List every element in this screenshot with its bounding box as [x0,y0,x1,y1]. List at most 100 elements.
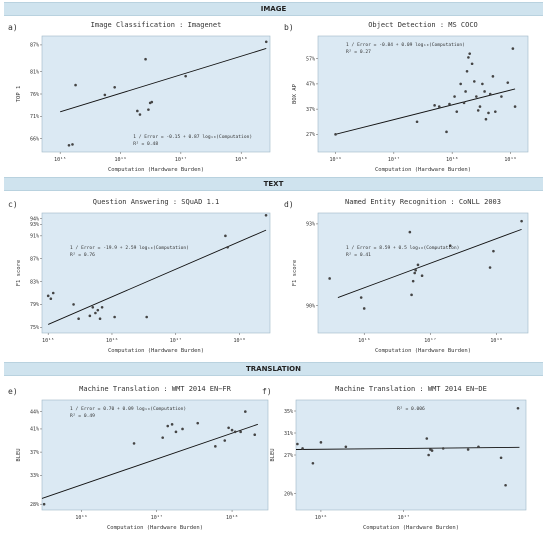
x-axis-label: Computation (Hardware Burden) [107,525,203,531]
data-point [437,105,441,108]
y-tick-label: 79% [30,302,39,308]
y-tick-label: 94% [30,217,39,223]
y-tick-label: 87% [30,43,39,49]
data-point [244,410,247,413]
data-point [448,102,451,106]
data-point [94,311,97,315]
x-axis-label: Computation (Hardware Burden) [375,348,471,354]
x-tick-label: 10¹⁷ [424,338,436,344]
data-point [91,305,95,309]
y-tick-label: 87% [30,257,39,263]
y-tick-label: 31% [284,431,293,437]
x-tick-label: 10¹⁸ [446,157,458,163]
x-tick-label: 10¹⁷ [388,157,400,163]
section-banner-translation: TRANSLATION [4,362,543,376]
data-point [74,83,77,87]
data-point [481,82,484,86]
x-axis-label: Computation (Hardware Burden) [108,348,204,354]
data-point [224,234,227,238]
y-tick-label: 37% [30,450,39,456]
data-point [67,144,71,147]
data-point [319,441,323,444]
y-tick-label: 33% [30,473,39,479]
data-point [430,449,434,452]
x-tick-label: 10¹⁵ [42,338,54,344]
x-tick-label: 10¹⁷ [175,157,187,163]
y-tick-label: 93% [306,222,315,228]
y-tick-label: 66% [30,136,39,142]
data-point [441,447,445,450]
chart-title: Machine Translation : WMT 2014 EN−FR [79,385,232,393]
data-point [494,110,497,113]
x-tick-label: 10¹⁷ [151,515,163,521]
data-point [328,277,331,280]
chart-title: Object Detection : MS COCO [368,21,478,29]
y-axis-label: F1 score [292,260,298,287]
data-point [77,317,80,321]
data-point [453,95,456,98]
fit-annotation: R² = 0.76 [70,252,95,258]
data-point [464,90,467,93]
data-point [504,483,507,487]
data-point [239,430,242,434]
data-point [487,111,490,115]
data-point [96,308,100,312]
data-point [491,75,495,78]
data-point [483,90,486,93]
y-tick-label: 41% [30,427,39,433]
y-tick-label: 44% [30,409,39,415]
y-tick-label: 71% [30,114,39,120]
data-point [184,74,187,78]
chart-title: Image Classification : Imagenet [91,21,222,29]
data-point [448,244,452,248]
y-tick-label: 83% [30,279,39,285]
data-point [408,230,412,234]
regression-line [337,228,522,298]
fit-annotation: R² = 0.006 [397,406,425,412]
plot-area [41,212,271,334]
data-point [414,268,417,272]
x-axis-label: Computation (Hardware Burden) [108,167,204,173]
data-point [150,100,154,104]
data-point [132,442,136,445]
fit-annotation: 1 / Error = -0.84 + 0.09 log₁₀(Computati… [346,42,465,48]
x-tick-label: 10¹⁸ [235,157,247,163]
y-tick-label: 93% [30,222,39,228]
y-tick-label: 91% [30,234,39,240]
data-point [100,305,104,309]
x-axis-label: Computation (Hardware Burden) [363,525,459,531]
data-point [98,317,102,321]
data-point [420,274,424,278]
y-axis-label: F1 score [16,260,22,287]
data-point [311,461,315,465]
data-point [344,445,348,449]
data-point [147,108,150,111]
y-tick-label: 20% [284,491,293,497]
x-tick-label: 10¹⁶ [358,338,370,344]
section-label: TRANSLATION [245,365,301,373]
fit-annotation: 1 / Error = -0.15 + 0.87 log₁₀(Computati… [133,134,252,140]
y-tick-label: 37% [306,107,315,113]
y-tick-label: 90% [306,304,315,310]
panel-letter: d) [284,200,294,209]
x-tick-label: 10¹⁷ [398,515,410,521]
x-tick-label: 10¹⁸ [234,338,246,344]
data-point [433,104,436,107]
data-point [516,406,520,410]
data-point [427,453,430,457]
data-point [170,423,174,426]
data-point [459,82,462,86]
chart-panel-3: c) Question Answering : SQuAD 1.1 Computat… [8,198,271,354]
x-tick-label: 10¹⁵ [54,157,66,163]
x-tick-label: 10¹⁶ [75,515,87,521]
data-point [226,245,229,249]
regression-line [41,423,258,499]
data-point [51,291,55,295]
data-point [138,113,142,116]
chart-title: Named Entity Recognition : CoNLL 2003 [345,198,501,206]
data-point [478,105,482,108]
chart-panel-2: b) Object Detection : MS COCO Computation … [284,21,529,173]
data-point [161,436,164,439]
data-point [511,47,515,50]
x-tick-label: 10¹⁶ [114,157,126,163]
